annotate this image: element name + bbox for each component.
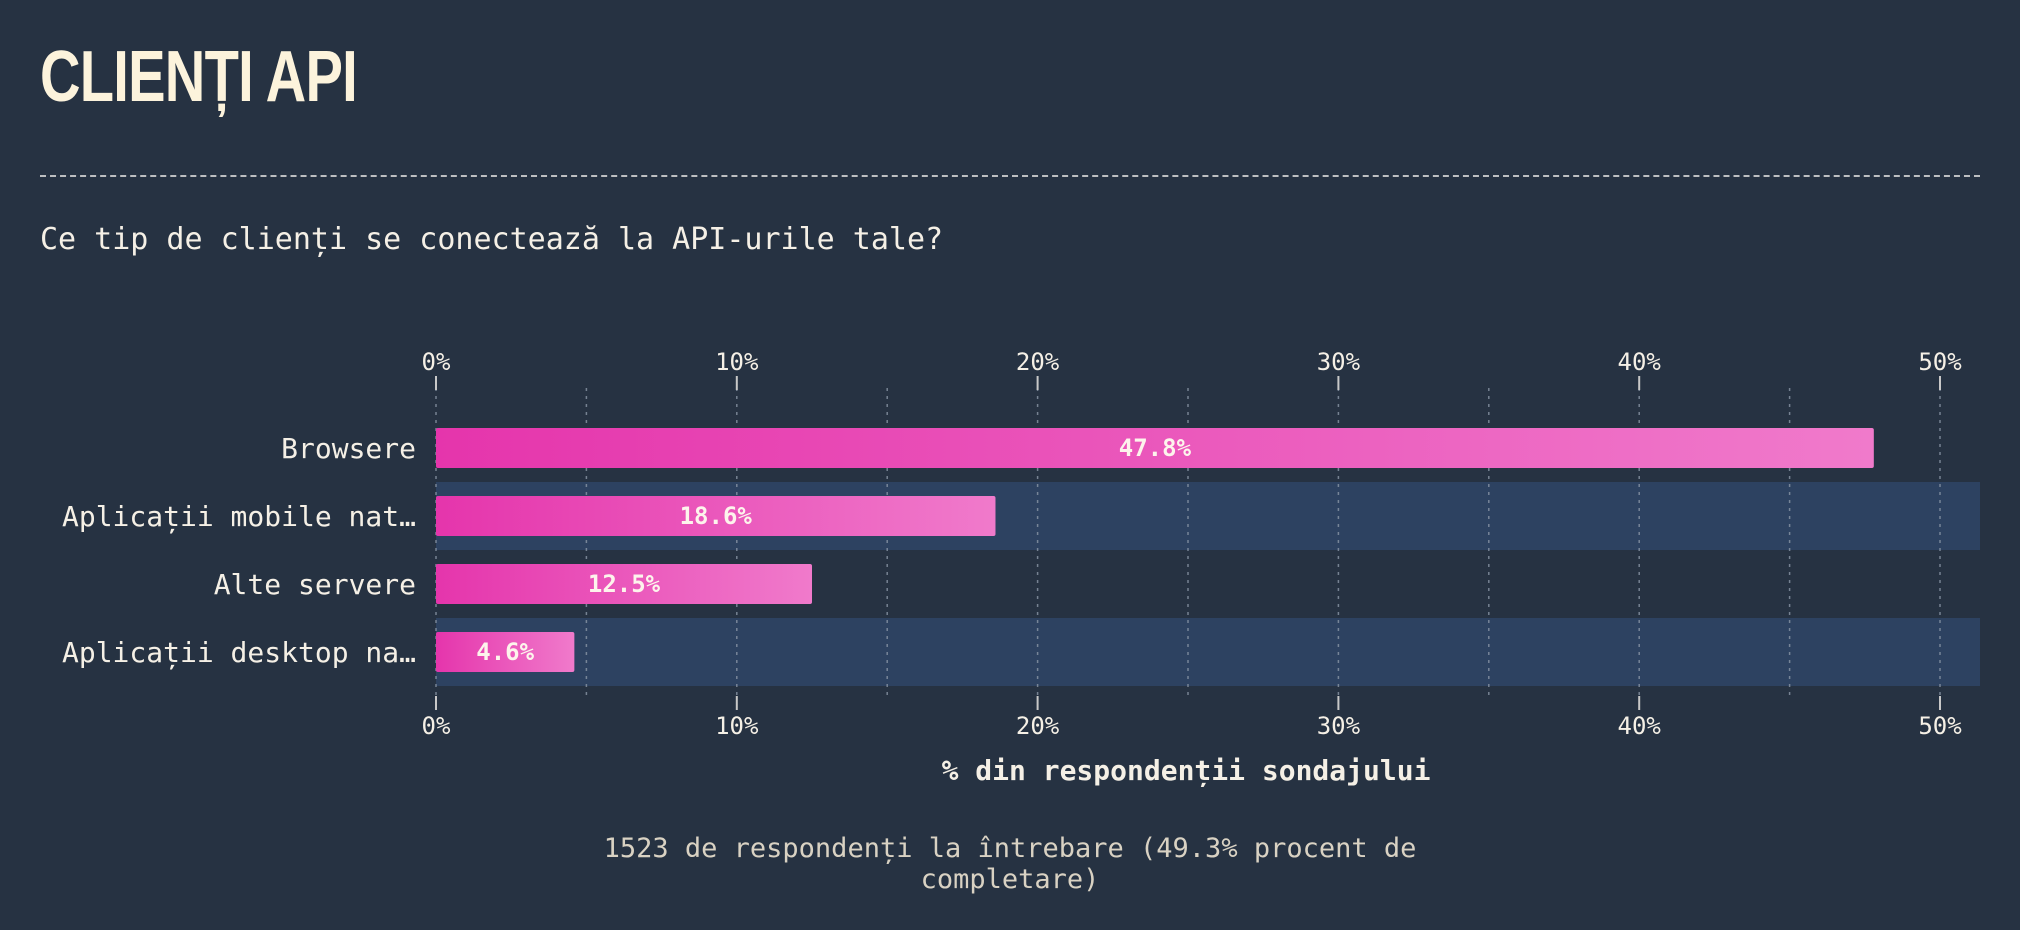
category-label: Aplicații desktop na… <box>62 636 416 670</box>
bar <box>436 632 575 672</box>
bar-value-label: 18.6% <box>680 502 753 530</box>
chart-title: CLIENȚI API <box>40 37 358 117</box>
bar <box>436 428 1874 468</box>
bottom-tick-label: 40% <box>1618 712 1662 740</box>
bottom-tick-label: 30% <box>1317 712 1361 740</box>
bar-value-label: 12.5% <box>588 570 661 598</box>
x-axis-label: % din respondenții sondajului <box>942 754 1431 787</box>
title-divider <box>40 175 1980 177</box>
chart-question: Ce tip de clienți se conectează la API-u… <box>40 222 944 257</box>
row-band <box>436 618 1980 686</box>
bar <box>436 496 996 536</box>
bar <box>436 564 812 604</box>
top-tick-label: 10% <box>715 348 759 376</box>
bars: 47.8% 18.6% 12.5% 4.6% <box>436 428 1874 672</box>
top-tick-label: 30% <box>1317 348 1361 376</box>
category-label: Aplicații mobile nat… <box>62 500 416 534</box>
top-tick-label: 40% <box>1618 348 1662 376</box>
bar-value-label: 47.8% <box>1119 434 1192 462</box>
bottom-tick-label: 0% <box>422 712 451 740</box>
top-tick-label: 50% <box>1918 348 1962 376</box>
top-tick-label: 0% <box>422 348 451 376</box>
top-tick-label: 20% <box>1016 348 1060 376</box>
bottom-tick-label: 20% <box>1016 712 1060 740</box>
bottom-axis-ticks: 0% 10% 20% 30% 40% 50% <box>422 696 1962 740</box>
respondents-note: 1523 de respondenți la întrebare (49.3% … <box>603 833 1417 895</box>
bottom-tick-label: 10% <box>715 712 759 740</box>
bottom-tick-label: 50% <box>1918 712 1962 740</box>
bar-value-label: 4.6% <box>476 638 534 666</box>
category-label: Alte servere <box>214 568 416 601</box>
category-label: Browsere <box>281 432 416 465</box>
top-axis-ticks: 0% 10% 20% 30% 40% 50% <box>422 348 1962 390</box>
category-labels: Browsere Aplicații mobile nat… Alte server… <box>62 432 416 670</box>
